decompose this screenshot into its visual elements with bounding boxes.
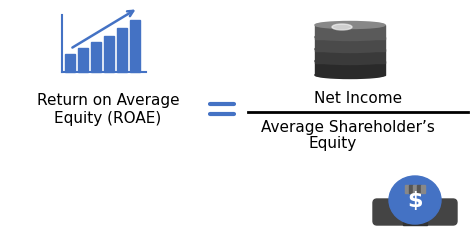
Bar bbox=[417, 185, 421, 193]
Text: Return on Average: Return on Average bbox=[36, 93, 179, 107]
Text: Net Income: Net Income bbox=[314, 90, 402, 105]
FancyBboxPatch shape bbox=[373, 199, 457, 225]
Bar bbox=[78, 48, 88, 72]
Ellipse shape bbox=[404, 177, 426, 189]
Text: Equity (ROAE): Equity (ROAE) bbox=[55, 111, 162, 125]
Text: $: $ bbox=[407, 191, 423, 211]
Ellipse shape bbox=[315, 34, 385, 41]
Bar bbox=[413, 185, 417, 193]
Bar bbox=[117, 28, 127, 72]
Bar bbox=[65, 54, 75, 72]
Text: Equity: Equity bbox=[309, 136, 357, 150]
Text: Average Shareholder’s: Average Shareholder’s bbox=[261, 120, 435, 134]
Ellipse shape bbox=[315, 21, 385, 28]
Bar bbox=[315, 49, 385, 63]
Ellipse shape bbox=[315, 71, 385, 78]
Bar bbox=[315, 37, 385, 51]
Ellipse shape bbox=[389, 176, 441, 224]
Bar bbox=[91, 42, 101, 72]
Bar bbox=[315, 61, 385, 75]
Ellipse shape bbox=[315, 45, 385, 52]
Bar bbox=[403, 203, 427, 225]
Bar bbox=[421, 185, 425, 193]
Bar bbox=[104, 36, 114, 72]
Bar bbox=[405, 185, 409, 193]
Bar bbox=[315, 25, 385, 39]
Bar bbox=[409, 185, 413, 193]
Ellipse shape bbox=[332, 24, 352, 30]
Bar bbox=[130, 20, 140, 72]
Ellipse shape bbox=[315, 58, 385, 64]
